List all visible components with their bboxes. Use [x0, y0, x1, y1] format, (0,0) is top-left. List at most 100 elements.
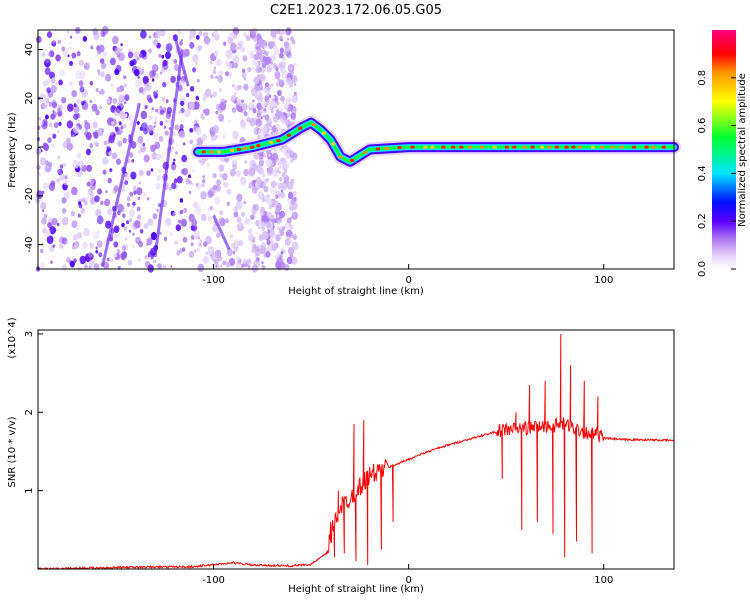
- snr-panel: -100 0 100 1 2 3 Height of straight line (km…: [7, 317, 675, 595]
- noise-speck: [262, 63, 266, 69]
- noise-speck: [226, 188, 232, 195]
- noise-speck: [131, 58, 137, 66]
- noise-speck: [265, 98, 268, 103]
- noise-speck: [124, 180, 129, 186]
- noise-speck: [151, 107, 154, 111]
- noise-speck: [281, 248, 284, 252]
- noise-speck: [274, 71, 278, 76]
- ridge-peak: [644, 145, 649, 149]
- noise-speck: [151, 131, 154, 134]
- noise-speck: [232, 131, 239, 140]
- noise-speck: [265, 51, 269, 57]
- ridge-peak: [256, 144, 261, 148]
- noise-speck: [257, 105, 262, 111]
- noise-speck: [97, 188, 102, 195]
- noise-speck: [127, 259, 133, 266]
- noise-speck: [39, 157, 47, 166]
- noise-speck: [142, 75, 149, 85]
- noise-speck: [72, 159, 79, 169]
- noise-speck: [85, 129, 88, 134]
- noise-speck: [270, 131, 273, 135]
- noise-speck: [45, 98, 50, 104]
- noise-speck: [117, 210, 121, 216]
- noise-speck: [96, 215, 104, 225]
- noise-speck: [102, 31, 105, 35]
- signal-ridge: [191, 115, 681, 169]
- noise-speck: [258, 244, 262, 249]
- noise-speck: [52, 227, 57, 233]
- noise-speck: [46, 95, 49, 100]
- noise-speck: [36, 35, 42, 44]
- noise-speck: [207, 246, 215, 255]
- noise-speck: [210, 94, 213, 99]
- noise-speck: [89, 242, 95, 249]
- noise-speck: [201, 133, 207, 141]
- noise-speck: [232, 55, 240, 64]
- noise-speck: [132, 204, 136, 209]
- noise-speck: [65, 137, 71, 144]
- noise-speck: [190, 242, 194, 247]
- noise-speck: [287, 146, 291, 152]
- noise-speck: [127, 51, 134, 59]
- noise-speck: [283, 160, 290, 169]
- noise-speck: [248, 167, 256, 177]
- noise-speck: [241, 68, 246, 74]
- noise-speck: [48, 161, 53, 168]
- noise-speck: [145, 82, 152, 92]
- noise-speck: [40, 262, 45, 269]
- y-tick-label: 2: [24, 409, 35, 415]
- noise-speck: [258, 40, 264, 47]
- noise-speck: [263, 45, 266, 49]
- noise-speck: [153, 39, 158, 46]
- noise-speck: [247, 265, 251, 269]
- noise-speck: [176, 176, 183, 184]
- noise-speck: [253, 70, 256, 74]
- noise-speck: [260, 222, 266, 230]
- noise-speck: [181, 154, 188, 163]
- noise-speck: [137, 76, 140, 79]
- ridge-peak: [610, 145, 615, 149]
- noise-speck: [266, 118, 272, 127]
- noise-speck: [273, 48, 280, 56]
- noise-speck: [138, 87, 144, 94]
- noise-speck: [268, 204, 273, 210]
- noise-speck: [38, 173, 41, 177]
- noise-speck: [182, 247, 186, 252]
- noise-speck: [271, 83, 274, 87]
- noise-speck: [80, 207, 86, 214]
- noise-speck: [121, 251, 128, 259]
- noise-speck: [152, 131, 159, 140]
- ridge-peak: [554, 145, 559, 149]
- noise-speck: [120, 48, 123, 52]
- noise-speck: [287, 192, 294, 200]
- noise-speck: [149, 115, 153, 121]
- noise-speck: [70, 35, 73, 39]
- colorbar-gradient: [712, 30, 736, 269]
- noise-speck: [256, 48, 263, 57]
- noise-speck: [272, 95, 276, 100]
- noise-speck: [254, 203, 260, 211]
- noise-speck: [174, 124, 179, 131]
- noise-speck: [253, 76, 260, 85]
- noise-speck: [153, 115, 158, 122]
- noise-speck: [110, 257, 114, 263]
- noise-speck: [172, 212, 176, 217]
- noise-speck: [293, 95, 297, 101]
- noise-speck: [88, 259, 96, 268]
- noise-speck: [226, 248, 233, 257]
- noise-speck: [195, 95, 200, 101]
- noise-speck: [138, 240, 144, 248]
- noise-speck: [212, 184, 218, 191]
- noise-speck: [188, 190, 192, 195]
- noise-speck: [138, 169, 144, 176]
- noise-speck: [165, 99, 169, 103]
- noise-speck: [283, 193, 287, 197]
- noise-speck: [170, 75, 176, 83]
- noise-speck: [156, 175, 162, 182]
- noise-speck: [179, 124, 184, 130]
- noise-speck: [46, 31, 53, 38]
- noise-speck: [241, 211, 246, 218]
- noise-speck: [276, 214, 280, 218]
- noise-speck: [58, 79, 63, 86]
- noise-speck: [273, 242, 277, 248]
